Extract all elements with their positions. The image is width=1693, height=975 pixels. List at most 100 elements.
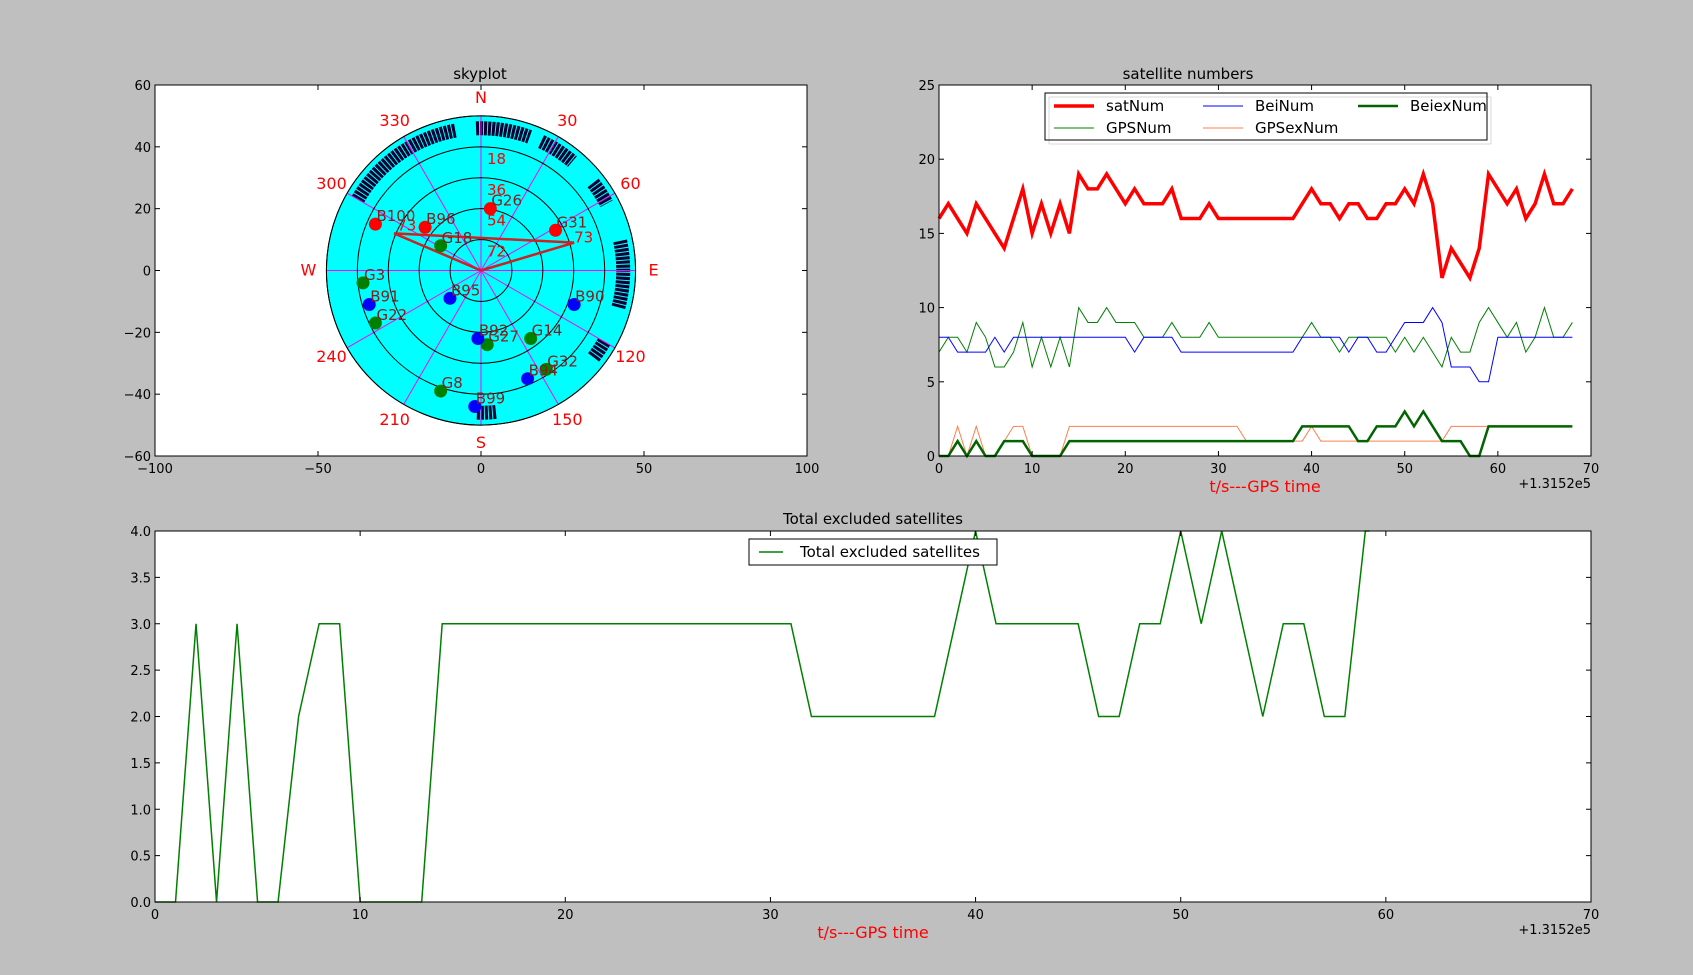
satellite-label: G18	[442, 229, 473, 247]
azimuth-label: 30	[557, 111, 577, 130]
x-tick-label: 50	[1396, 462, 1413, 477]
x-tick-label: 60	[1490, 462, 1507, 477]
x-tick-label: 0	[935, 462, 943, 477]
satellite-point	[368, 316, 382, 330]
legend-box	[748, 538, 998, 566]
azimuth-spoke	[346, 192, 482, 271]
y-tick-label: 60	[134, 79, 151, 94]
x-tick-label: 100	[795, 462, 820, 477]
satellite-label: G8	[442, 374, 463, 392]
elevation-label: 54	[487, 212, 506, 230]
satellite-point	[356, 276, 370, 290]
satellite-point	[549, 223, 563, 237]
series-line-satNum	[937, 168, 1574, 283]
satellite-label: B92	[479, 322, 508, 340]
satellite-numbers-title: satellite numbers	[1123, 65, 1254, 83]
x-tick-label: 10	[352, 908, 369, 923]
elevation-ring	[418, 208, 544, 333]
azimuth-label: E	[649, 261, 659, 280]
elevation-ring	[449, 239, 513, 302]
azimuth-spoke	[480, 136, 559, 271]
satellite-point	[368, 217, 382, 231]
satellite-point	[418, 220, 432, 234]
elevation-label: 72	[487, 243, 506, 261]
x-tick-label: 0	[151, 908, 159, 923]
satellite-point	[483, 202, 497, 216]
y-tick-label: 40	[134, 141, 151, 156]
y-tick-label: 15	[918, 227, 935, 242]
azimuth-spoke	[480, 270, 616, 349]
legend-label: BeiexNum	[1410, 97, 1487, 115]
azimuth-label: 120	[615, 347, 646, 366]
y-tick-label: −20	[124, 326, 151, 341]
x-tick-label: 20	[1117, 462, 1134, 477]
x-tick-label: 70	[1583, 462, 1600, 477]
azimuth-label: 330	[379, 111, 410, 130]
x-tick-label: −50	[304, 462, 331, 477]
satellite-label: G22	[376, 306, 407, 324]
azimuth-label: 300	[316, 174, 347, 193]
satellite-point	[567, 298, 581, 312]
legend-label: Total excluded satellites	[799, 543, 980, 561]
satellite-label: B91	[370, 288, 399, 306]
series-line-GPSNum	[938, 305, 1573, 369]
azimuth-label: 240	[316, 347, 347, 366]
satellite-track	[475, 404, 497, 420]
satellite-label: G32	[547, 352, 578, 370]
horizon-ring	[325, 115, 637, 426]
azimuth-label: 60	[620, 174, 640, 193]
x-tick-label: 30	[762, 908, 779, 923]
satellite-track	[587, 178, 613, 208]
skyplot-title: skyplot	[453, 65, 507, 83]
total-excluded-title: Total excluded satellites	[782, 510, 963, 528]
azimuth-label: N	[475, 88, 487, 107]
satellite-label: B95	[451, 281, 480, 299]
satellite-label: B100	[376, 207, 415, 225]
y-tick-label: 3.0	[130, 618, 151, 633]
legend-label: satNum	[1106, 97, 1164, 115]
y-tick-label: 1.5	[130, 757, 151, 772]
extra-label: 73	[574, 229, 593, 247]
total-excluded-plot: 0 10 20 30 40 50 60 70 4.0 3.5 3.0 2.5 2.0 1.5 1.0 0.5 0…	[130, 525, 1599, 923]
y-tick-label: 0	[927, 450, 935, 465]
satellite-point	[521, 372, 535, 386]
extra-label: 73	[397, 216, 416, 234]
elevation-label: 36	[487, 181, 506, 199]
x-tick-label: 60	[1378, 908, 1395, 923]
satnum-x-offset: +1.3152e5	[1518, 477, 1591, 492]
satellite-point	[539, 362, 553, 376]
elevation-label: 18	[487, 150, 506, 168]
azimuth-label: 150	[552, 410, 583, 429]
legend-label: BeiNum	[1255, 97, 1314, 115]
y-tick-label: 5	[927, 376, 935, 391]
satellite-point	[362, 298, 376, 312]
satellite-point	[434, 239, 448, 253]
satellite-label: G26	[491, 192, 522, 210]
satellite-label: G3	[364, 266, 385, 284]
azimuth-spoke	[403, 270, 482, 405]
legend-box	[1044, 92, 1488, 141]
satellite-point	[480, 338, 494, 352]
x-tick-label: 70	[1583, 908, 1600, 923]
y-tick-label: 10	[918, 302, 935, 317]
legend-label: GPSNum	[1106, 119, 1172, 137]
legend-label: GPSexNum	[1255, 119, 1338, 137]
satnum-axes	[939, 85, 1591, 456]
satellite-label: B94	[529, 362, 558, 380]
x-tick-label: 40	[1303, 462, 1320, 477]
x-tick-label: 50	[1172, 908, 1189, 923]
y-tick-label: 0.5	[130, 850, 151, 865]
satellite-label: G31	[557, 213, 588, 231]
excluded-link	[480, 241, 575, 272]
azimuth-spoke	[403, 136, 482, 271]
satellite-point	[468, 400, 482, 414]
excluded-x-offset: +1.3152e5	[1518, 923, 1591, 938]
x-tick-label: 0	[477, 462, 485, 477]
azimuth-label: S	[476, 433, 486, 452]
x-tick-label: 20	[557, 908, 574, 923]
x-tick-label: 10	[1024, 462, 1041, 477]
y-tick-label: −40	[124, 388, 151, 403]
elevation-ring	[387, 177, 575, 364]
